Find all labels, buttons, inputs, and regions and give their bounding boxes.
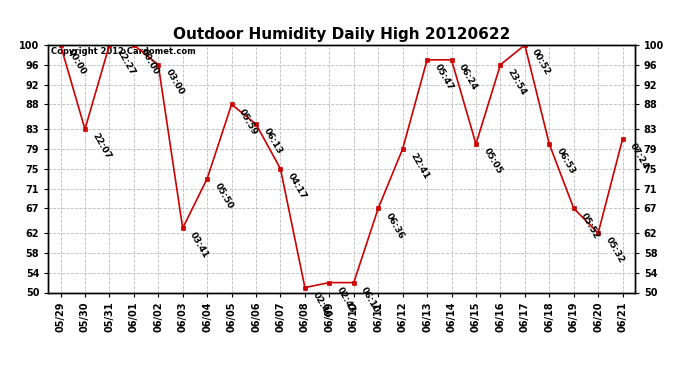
- Text: 05:47: 05:47: [433, 63, 455, 92]
- Title: Outdoor Humidity Daily High 20120622: Outdoor Humidity Daily High 20120622: [173, 27, 510, 42]
- Text: 06:13: 06:13: [262, 127, 284, 156]
- Text: 04:17: 04:17: [286, 171, 308, 201]
- Text: 22:41: 22:41: [408, 152, 431, 181]
- Text: 05:59: 05:59: [237, 107, 259, 136]
- Text: 22:07: 22:07: [90, 132, 112, 161]
- Text: 00:52: 00:52: [531, 48, 553, 77]
- Text: 22:27: 22:27: [115, 48, 137, 77]
- Text: 00:00: 00:00: [66, 48, 88, 76]
- Text: 03:41: 03:41: [188, 231, 210, 260]
- Text: 05:05: 05:05: [482, 147, 504, 176]
- Text: 00:00: 00:00: [139, 48, 161, 76]
- Text: 06:53: 06:53: [555, 147, 577, 176]
- Text: 05:50: 05:50: [213, 182, 235, 210]
- Text: Copyright 2012 Cardomet.com: Copyright 2012 Cardomet.com: [51, 48, 196, 57]
- Text: 05:32: 05:32: [604, 236, 626, 265]
- Text: 06:24: 06:24: [457, 63, 479, 92]
- Text: 06:10: 06:10: [359, 285, 382, 315]
- Text: 23:54: 23:54: [506, 68, 528, 97]
- Text: 05:52: 05:52: [580, 211, 601, 240]
- Text: 02:43: 02:43: [335, 285, 357, 315]
- Text: 03:00: 03:00: [164, 68, 186, 96]
- Text: 06:36: 06:36: [384, 211, 406, 240]
- Text: 02:46: 02:46: [310, 290, 333, 320]
- Text: 07:24: 07:24: [628, 142, 650, 171]
